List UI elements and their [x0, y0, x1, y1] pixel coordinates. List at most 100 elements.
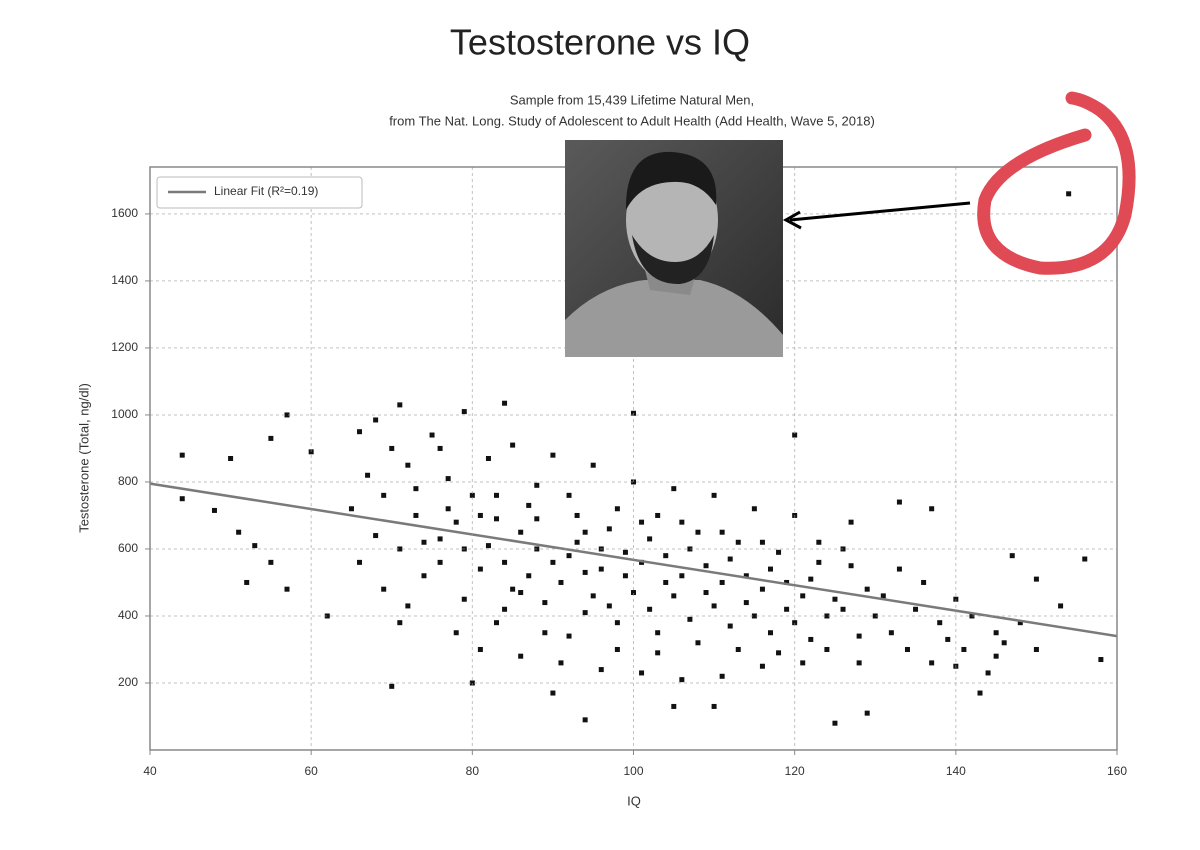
- scatter-point: [550, 690, 556, 696]
- scatter-point: [582, 610, 588, 616]
- scatter-point: [848, 563, 854, 569]
- scatter-point: [808, 576, 814, 582]
- scatter-point: [977, 690, 983, 696]
- scatter-point: [824, 613, 830, 619]
- scatter-point: [735, 646, 741, 652]
- scatter-point: [776, 549, 782, 555]
- scatter-point: [582, 569, 588, 575]
- scatter-point: [405, 603, 411, 609]
- scatter-point: [784, 579, 790, 585]
- x-tick-label: 140: [946, 764, 966, 778]
- scatter-point: [663, 553, 669, 559]
- scatter-point: [703, 563, 709, 569]
- scatter-point: [566, 633, 572, 639]
- scatter-point: [606, 603, 612, 609]
- scatter-point: [792, 620, 798, 626]
- y-tick-label: 1400: [111, 273, 138, 287]
- y-tick-label: 600: [118, 541, 138, 555]
- scatter-point: [776, 650, 782, 656]
- scatter-point: [695, 529, 701, 535]
- scatter-point: [526, 573, 532, 579]
- scatter-point: [743, 600, 749, 606]
- y-tick-label: 800: [118, 474, 138, 488]
- scatter-point: [816, 539, 822, 545]
- scatter-point: [856, 633, 862, 639]
- scatter-point: [518, 529, 524, 535]
- scatter-point: [453, 630, 459, 636]
- scatter-point: [671, 486, 677, 492]
- scatter-point: [542, 600, 548, 606]
- scatter-point: [284, 412, 290, 418]
- scatter-point: [751, 506, 757, 512]
- y-tick-label: 1000: [111, 407, 138, 421]
- scatter-point: [357, 559, 363, 565]
- scatter-point: [759, 539, 765, 545]
- y-tick-label: 200: [118, 675, 138, 689]
- scatter-point: [1098, 657, 1104, 663]
- scatter-point: [671, 703, 677, 709]
- image-head: [626, 158, 718, 282]
- scatter-point: [373, 417, 379, 423]
- scatter-point: [461, 409, 467, 415]
- x-tick-label: 60: [304, 764, 318, 778]
- scatter-point: [824, 646, 830, 652]
- scatter-point: [1066, 191, 1072, 197]
- scatter-point: [502, 606, 508, 612]
- meme-image: [565, 140, 783, 357]
- scatter-point: [800, 593, 806, 599]
- x-tick-label: 100: [623, 764, 643, 778]
- scatter-point: [1033, 576, 1039, 582]
- scatter-point: [324, 613, 330, 619]
- scatter-point: [348, 506, 354, 512]
- scatter-point: [993, 630, 999, 636]
- scatter-point: [582, 529, 588, 535]
- scatter-point: [429, 432, 435, 438]
- scatter-point: [840, 606, 846, 612]
- y-axis-label: Testosterone (Total, ng/dl): [76, 383, 91, 533]
- scatter-point: [550, 559, 556, 565]
- scatter-point: [1009, 553, 1015, 559]
- scatter-point: [622, 549, 628, 555]
- legend-box: [156, 176, 363, 209]
- scatter-point: [606, 526, 612, 532]
- scatter-point: [872, 613, 878, 619]
- chart-subtitle: Sample from 15,439 Lifetime Natural Men,: [510, 92, 754, 107]
- scatter-point: [711, 703, 717, 709]
- scatter-point: [816, 559, 822, 565]
- scatter-point: [598, 667, 604, 673]
- scatter-point: [784, 606, 790, 612]
- scatter-point: [518, 590, 524, 596]
- scatter-point: [421, 573, 427, 579]
- scatter-point: [268, 435, 274, 441]
- scatter-point: [485, 543, 491, 549]
- image-hair: [625, 151, 717, 210]
- scatter-point: [405, 462, 411, 468]
- scatter-point: [961, 646, 967, 652]
- scatter-point: [647, 606, 653, 612]
- scatter-point: [502, 559, 508, 565]
- scatter-point: [590, 462, 596, 468]
- scatter-point: [284, 586, 290, 592]
- scatter-point: [485, 456, 491, 461]
- arrow: [789, 201, 971, 222]
- scatter-point: [848, 519, 854, 525]
- scatter-point: [510, 586, 516, 592]
- scatter-point: [904, 646, 910, 652]
- scatter-point: [494, 620, 500, 626]
- scatter-point: [832, 596, 838, 602]
- scatter-point: [969, 613, 975, 619]
- scatter-point: [510, 442, 516, 448]
- scatter-point: [1001, 640, 1007, 646]
- scatter-point: [244, 579, 250, 585]
- scatter-point: [896, 499, 902, 505]
- image-beard: [632, 235, 714, 285]
- scatter-point: [437, 445, 443, 451]
- scatter-point: [461, 596, 467, 602]
- scatter-point: [767, 630, 773, 636]
- scatter-point: [574, 539, 580, 545]
- scatter-point: [639, 670, 645, 676]
- scatter-point: [550, 452, 556, 458]
- scatter-point: [1017, 620, 1023, 626]
- y-tick-label: 400: [118, 608, 138, 622]
- scatter-point: [743, 573, 749, 579]
